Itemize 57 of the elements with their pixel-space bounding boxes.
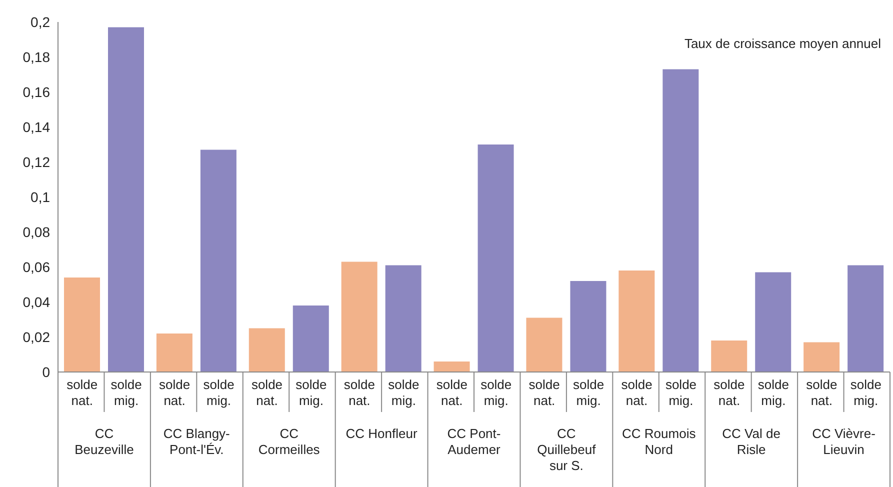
bar — [248, 328, 285, 372]
x-tick-label: CC Vièvre-Lieuvin — [812, 426, 876, 457]
y-tick-label: 0 — [42, 364, 50, 380]
x-tick-label: CC Blangy-Pont-l'Év. — [163, 426, 230, 457]
text: solde nat. — [621, 377, 652, 408]
bar — [434, 362, 470, 372]
x-tick-label: CC Val de Risle — [722, 426, 780, 457]
x-tick-label: CC Quillebeuf sur S. — [537, 426, 596, 473]
bar — [848, 265, 884, 372]
series-label: solde mig. — [110, 377, 142, 408]
y-tick-label: 0,14 — [22, 118, 50, 135]
x-tick-label: CC Pont-Audemer — [447, 426, 502, 457]
y-tick-label: 0,1 — [30, 188, 50, 205]
x-tick-label: CC Roumois Nord — [622, 426, 696, 457]
y-tick-label: 0,06 — [22, 258, 50, 275]
text: solde mig. — [203, 377, 234, 408]
bar — [200, 150, 236, 372]
bar — [292, 306, 329, 372]
text: solde mig. — [388, 377, 420, 408]
text: solde mig. — [296, 377, 327, 408]
bar — [385, 265, 422, 372]
text: solde mig. — [850, 377, 882, 408]
text: solde nat. — [344, 377, 375, 408]
text: solde nat. — [714, 377, 745, 408]
bar — [804, 342, 840, 372]
bar — [570, 281, 606, 372]
y-tick-label: 0,18 — [22, 48, 50, 65]
bar — [755, 272, 792, 372]
text: Taux de croissance moyen annuel — [684, 36, 881, 51]
text: solde mig. — [758, 377, 789, 408]
bar — [526, 318, 562, 372]
y-tick-label: 0,02 — [22, 328, 50, 345]
x-tick-label: CC Cormeilles — [258, 426, 320, 457]
y-tick-label: 0,2 — [30, 14, 50, 30]
bar — [156, 334, 192, 372]
x-tick-label: CC Honfleur — [346, 426, 418, 441]
text: solde nat. — [528, 377, 560, 408]
text: solde mig. — [480, 377, 512, 408]
text: solde nat. — [251, 377, 283, 408]
text: solde nat. — [159, 377, 190, 408]
text: solde mig. — [573, 377, 604, 408]
bar — [618, 270, 655, 372]
bar — [662, 69, 699, 372]
y-tick-label: 0,12 — [22, 154, 50, 170]
text: solde mig. — [665, 377, 697, 408]
bar — [711, 340, 748, 372]
bar — [108, 27, 144, 372]
text: solde nat. — [436, 377, 468, 408]
y-tick-label: 0,04 — [22, 294, 50, 310]
series-label: solde nat. — [66, 377, 98, 408]
y-tick-label: 0,08 — [22, 224, 50, 240]
text: solde nat. — [806, 377, 838, 408]
bar — [478, 144, 514, 372]
x-tick-label: CC Beuzeville — [74, 426, 134, 457]
bar — [341, 262, 378, 372]
y-tick-label: 0,16 — [22, 84, 50, 100]
bar — [64, 278, 100, 372]
